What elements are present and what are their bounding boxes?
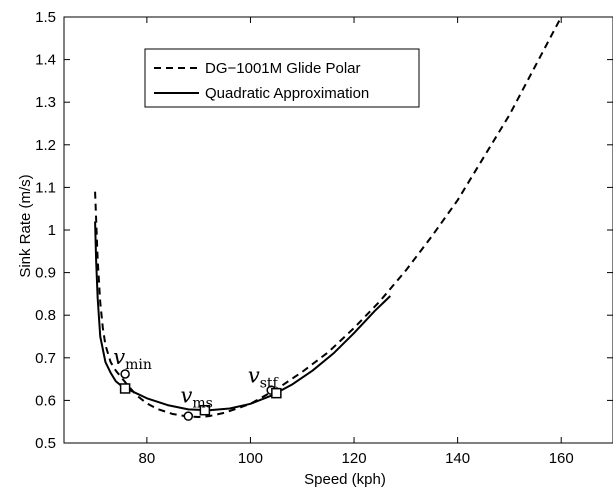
legend-label-glide-polar: DG−1001M Glide Polar xyxy=(205,60,361,77)
y-tick-label: 0.9 xyxy=(35,265,56,282)
square-marker-5 xyxy=(271,387,282,399)
y-tick-label: 0.6 xyxy=(35,392,56,409)
y-tick-label: 0.8 xyxy=(35,307,56,324)
x-tick-label: 160 xyxy=(549,450,574,467)
legend: DG−1001M Glide Polar Quadratic Approxima… xyxy=(144,48,420,108)
square-marker-4 xyxy=(199,404,211,416)
marker-layer xyxy=(119,369,282,421)
x-tick-label: 120 xyxy=(342,450,367,467)
x-tick-label: 100 xyxy=(238,450,263,467)
annotation-v-min: vmin xyxy=(113,345,152,373)
y-tick-label: 1.5 xyxy=(35,9,56,26)
y-tick-label: 1.2 xyxy=(35,137,56,154)
x-tick-label: 140 xyxy=(445,450,470,467)
circle-marker-1 xyxy=(183,411,194,421)
series-layer xyxy=(94,17,563,419)
x-axis-label: Speed (kph) xyxy=(304,471,386,488)
y-tick-label: 1 xyxy=(48,222,56,239)
series-line-1 xyxy=(94,221,391,412)
y-tick-label: 0.7 xyxy=(35,350,56,367)
y-tick-label: 0.5 xyxy=(35,435,56,452)
circle-marker-0 xyxy=(120,369,130,379)
y-tick-label: 1.3 xyxy=(35,94,56,111)
square-marker-3 xyxy=(119,383,131,394)
tick-layer: 80 100 120 140 160 0.5 0.6 0.7 0.8 0.9 1 1.1 1.2 1.3 1… xyxy=(35,9,613,467)
y-tick-label: 1.1 xyxy=(35,179,56,196)
series-line-0 xyxy=(94,17,563,419)
x-tick-label: 80 xyxy=(139,450,156,467)
legend-box xyxy=(144,48,420,108)
y-axis-label: Sink Rate (m/s) xyxy=(17,174,34,277)
legend-label-quadratic: Quadratic Approximation xyxy=(205,85,369,102)
y-tick-label: 1.4 xyxy=(35,52,56,69)
